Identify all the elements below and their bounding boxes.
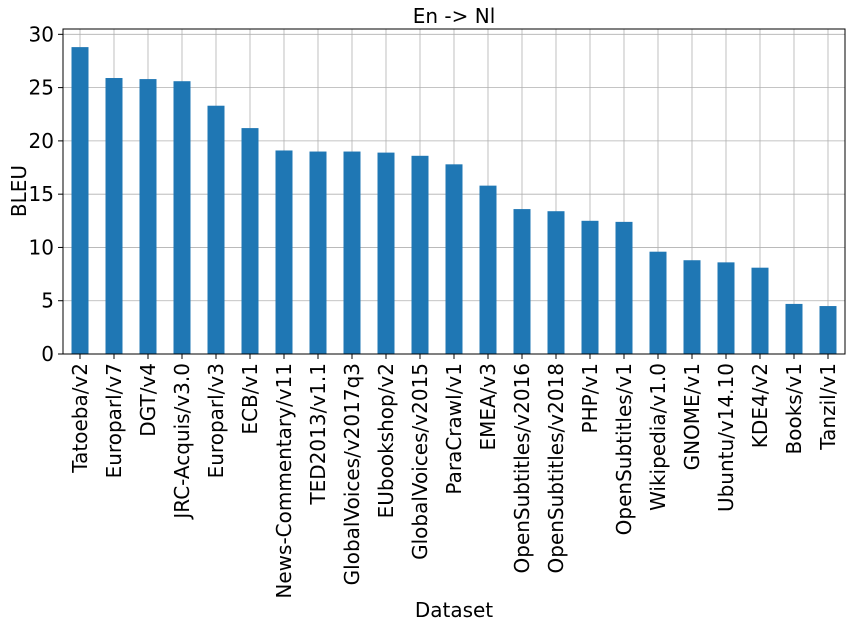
bar [445,164,463,354]
bar [581,220,599,354]
x-tick-label: Books/v1 [782,363,806,455]
x-tick-label: EUbookshop/v2 [374,363,398,518]
x-tick-label: GNOME/v1 [680,363,704,470]
bar [547,211,565,354]
y-tick-label: 20 [29,129,54,153]
y-tick-label: 0 [41,342,54,366]
bar [309,151,327,354]
x-tick-label: Wikipedia/v1.0 [646,363,670,511]
x-tick-label: OpenSubtitles/v1 [612,363,636,535]
bar [377,152,395,354]
x-tick-label: DGT/v4 [136,363,160,437]
bars [71,47,837,355]
bar [139,79,157,354]
x-tick-label: EMEA/v3 [476,363,500,451]
y-tick-label: 15 [29,182,54,206]
bar [649,251,667,354]
bar [173,81,191,355]
bar [71,47,89,355]
y-tick-label: 25 [29,76,54,100]
bar [751,267,769,354]
x-tick-label: Tanzil/v1 [816,363,840,451]
bar [105,78,123,355]
bar [785,303,803,354]
x-tick-label: JRC-Acquis/v3.0 [170,363,194,521]
x-tick-label: News-Commentary/v11 [272,363,296,599]
x-axis-ticks: Tatoeba/v2 Europarl/v7 DGT/v4 JRC-Acquis/v3… [68,354,840,599]
x-tick-label: KDE4/v2 [748,363,772,448]
bar [411,155,429,354]
y-tick-label: 10 [29,235,54,259]
x-tick-label: PHP/v1 [578,363,602,433]
bar [275,150,293,354]
bar [683,260,701,354]
bar [241,128,259,354]
x-tick-label: Europarl/v3 [204,363,228,478]
bar [479,185,497,354]
y-axis-ticks: 0 5 10 15 20 25 30 [29,22,63,366]
x-tick-label: OpenSubtitles/v2016 [510,363,534,573]
bar [343,151,361,354]
chart-title: En -> Nl [413,4,496,28]
x-tick-label: Europarl/v7 [102,363,126,478]
x-tick-label: ECB/v1 [238,363,262,435]
x-tick-label: GlobalVoices/v2015 [408,363,432,560]
x-tick-label: Ubuntu/v14.10 [714,363,738,512]
x-axis-title: Dataset [415,598,493,622]
x-tick-label: ParaCrawl/v1 [442,363,466,495]
x-tick-label: TED2013/v1.1 [306,363,330,506]
bar [615,221,633,354]
y-tick-label: 30 [29,22,54,46]
y-tick-label: 5 [41,289,54,313]
y-axis-title: BLEU [7,165,31,217]
bar [207,105,225,354]
bar [819,306,837,354]
x-tick-label: Tatoeba/v2 [68,363,92,474]
x-tick-label: OpenSubtitles/v2018 [544,363,568,573]
x-tick-label: GlobalVoices/v2017q3 [340,363,364,585]
bar [717,262,735,354]
bar [513,209,531,354]
